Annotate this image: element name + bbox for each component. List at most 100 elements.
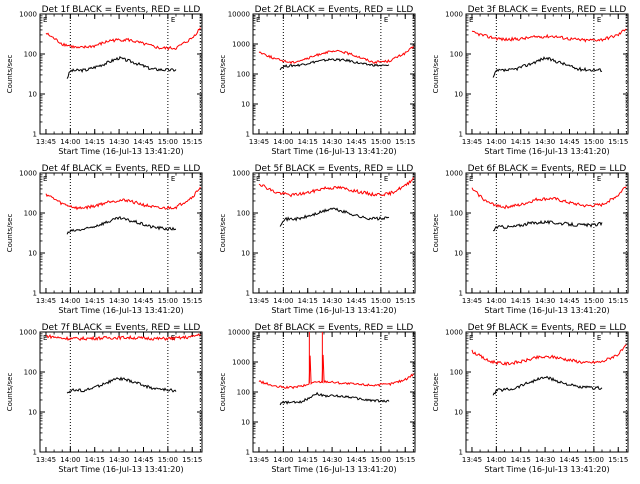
x-tick-label: 14:45 bbox=[346, 138, 366, 146]
y-tick-label: 100 bbox=[24, 51, 37, 59]
lld-series-line bbox=[471, 344, 627, 367]
x-tick-label: 15:15 bbox=[182, 456, 202, 464]
marker-label: E bbox=[43, 334, 47, 342]
x-tick-label: 14:30 bbox=[109, 138, 129, 146]
marker-label: E bbox=[597, 334, 601, 342]
y-tick-label: 10 bbox=[28, 409, 37, 417]
plot-frame bbox=[465, 172, 629, 294]
marker-label: E bbox=[256, 334, 260, 342]
x-tick-label: 14:15 bbox=[85, 138, 105, 146]
x-axis-label: Start Time (16-Jul-13 13:41:20) bbox=[271, 465, 396, 474]
x-tick-label: 14:30 bbox=[535, 138, 555, 146]
x-tick-label: 15:15 bbox=[395, 456, 415, 464]
marker-label: E bbox=[384, 175, 388, 183]
y-tick-label: 1 bbox=[246, 449, 250, 457]
x-tick-label: 15:15 bbox=[395, 138, 415, 146]
marker-label: E bbox=[256, 175, 260, 183]
y-axis-label: Counts/sec bbox=[6, 373, 14, 412]
panel-title: Det 9f BLACK = Events, RED = LLD bbox=[468, 323, 627, 333]
x-tick-label: 14:15 bbox=[85, 456, 105, 464]
x-tick-label: 13:45 bbox=[249, 456, 269, 464]
events-series-line bbox=[66, 55, 177, 79]
x-tick-label: 14:45 bbox=[559, 456, 579, 464]
x-tick-label: 14:30 bbox=[109, 456, 129, 464]
y-tick-label: 100 bbox=[237, 71, 250, 79]
x-axis-label: Start Time (16-Jul-13 13:41:20) bbox=[271, 306, 396, 315]
plot-frame bbox=[465, 331, 629, 453]
x-tick-label: 14:15 bbox=[298, 297, 318, 305]
marker-label: E bbox=[597, 16, 601, 24]
marker-label: E bbox=[256, 16, 260, 24]
panel-det-6: Det 6f BLACK = Events, RED = LLD 1 10 100 10… bbox=[432, 164, 629, 315]
x-tick-label: 14:00 bbox=[486, 297, 506, 305]
x-tick-label: 15:00 bbox=[158, 297, 178, 305]
x-tick-label: 14:00 bbox=[486, 456, 506, 464]
y-tick-label: 1 bbox=[33, 131, 37, 139]
y-tick-label: 1 bbox=[459, 449, 463, 457]
y-tick-label: 10 bbox=[28, 91, 37, 99]
y-tick-label: 1000 bbox=[232, 170, 250, 178]
y-axis-label: Counts/sec bbox=[219, 214, 227, 253]
panel-title: Det 3f BLACK = Events, RED = LLD bbox=[468, 5, 627, 15]
lld-series-line bbox=[258, 354, 414, 390]
x-tick-label: 15:15 bbox=[608, 456, 628, 464]
y-tick-label: 1000 bbox=[232, 41, 250, 49]
events-series-line bbox=[279, 391, 390, 406]
x-tick-label: 14:15 bbox=[511, 456, 531, 464]
x-tick-label: 14:00 bbox=[60, 456, 80, 464]
x-tick-label: 15:00 bbox=[371, 138, 391, 146]
marker-label: E bbox=[171, 16, 175, 24]
x-tick-label: 15:00 bbox=[158, 138, 178, 146]
y-tick-label: 10 bbox=[454, 250, 463, 258]
x-tick-label: 14:00 bbox=[60, 138, 80, 146]
x-tick-label: 15:15 bbox=[608, 138, 628, 146]
panel-title: Det 6f BLACK = Events, RED = LLD bbox=[468, 164, 627, 174]
panel-title: Det 8f BLACK = Events, RED = LLD bbox=[255, 323, 414, 333]
x-tick-label: 14:45 bbox=[133, 297, 153, 305]
x-tick-label: 15:00 bbox=[371, 297, 391, 305]
y-tick-label: 1000 bbox=[445, 170, 463, 178]
x-tick-label: 14:00 bbox=[273, 456, 293, 464]
lld-series-line bbox=[258, 45, 414, 65]
x-tick-label: 15:00 bbox=[584, 138, 604, 146]
y-tick-label: 1000 bbox=[19, 170, 37, 178]
y-tick-label: 100 bbox=[450, 369, 463, 377]
x-axis-label: Start Time (16-Jul-13 13:41:20) bbox=[58, 465, 183, 474]
x-tick-label: 13:45 bbox=[36, 456, 56, 464]
marker-label: E bbox=[171, 175, 175, 183]
x-tick-label: 14:00 bbox=[60, 297, 80, 305]
y-tick-label: 1000 bbox=[19, 11, 37, 19]
panel-title: Det 2f BLACK = Events, RED = LLD bbox=[255, 5, 414, 15]
y-tick-label: 1000 bbox=[445, 329, 463, 337]
events-series-line bbox=[279, 57, 390, 71]
y-tick-label: 10000 bbox=[228, 11, 250, 19]
x-tick-label: 14:00 bbox=[273, 138, 293, 146]
marker-label: E bbox=[469, 175, 473, 183]
y-tick-label: 1 bbox=[33, 449, 37, 457]
y-tick-label: 10 bbox=[454, 409, 463, 417]
x-tick-label: 15:00 bbox=[158, 456, 178, 464]
lld-series-line bbox=[471, 186, 627, 210]
x-tick-label: 13:45 bbox=[36, 138, 56, 146]
x-tick-label: 14:30 bbox=[322, 138, 342, 146]
marker-label: E bbox=[469, 334, 473, 342]
x-tick-label: 15:15 bbox=[608, 297, 628, 305]
x-tick-label: 14:45 bbox=[559, 297, 579, 305]
panel-det-5: Det 5f BLACK = Events, RED = LLD 1 10 100 10… bbox=[219, 164, 416, 315]
x-tick-label: 14:30 bbox=[535, 456, 555, 464]
events-series-line bbox=[279, 207, 390, 227]
lld-series-line bbox=[45, 27, 201, 51]
x-tick-label: 14:15 bbox=[298, 138, 318, 146]
x-tick-label: 14:15 bbox=[85, 297, 105, 305]
panel-title: Det 1f BLACK = Events, RED = LLD bbox=[42, 5, 201, 15]
y-tick-label: 100 bbox=[450, 51, 463, 59]
x-tick-label: 14:45 bbox=[559, 138, 579, 146]
y-axis-label: Counts/sec bbox=[432, 55, 440, 94]
y-tick-label: 10 bbox=[241, 419, 250, 427]
y-axis-label: Counts/sec bbox=[432, 373, 440, 412]
x-tick-label: 14:00 bbox=[486, 138, 506, 146]
plot-frame bbox=[39, 331, 203, 453]
y-tick-label: 100 bbox=[24, 210, 37, 218]
y-tick-label: 1 bbox=[246, 290, 250, 298]
y-tick-label: 10 bbox=[28, 250, 37, 258]
